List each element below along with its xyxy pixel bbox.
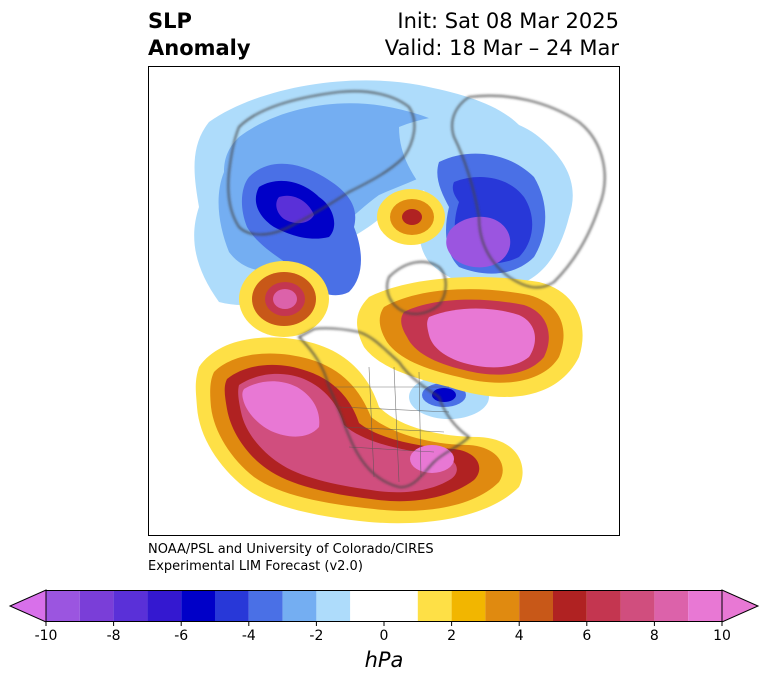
colorbar-tick-label: 2 — [447, 628, 457, 644]
negative-region-northeast-4 — [446, 216, 511, 268]
asia-coast — [227, 90, 416, 236]
map-panel — [148, 66, 620, 536]
colorbar-bin — [620, 590, 655, 622]
coastlines — [227, 90, 606, 488]
grid-lines-us — [334, 366, 450, 483]
colorbar-tick-label: 8 — [649, 628, 659, 644]
colorbar-bin — [519, 590, 553, 622]
colorbar-bin — [215, 590, 249, 622]
anomaly-map — [194, 80, 606, 524]
colorbar — [8, 589, 760, 626]
colorbar-tick-label: 6 — [582, 628, 592, 644]
state-borders — [334, 366, 450, 483]
colorbar-bin — [654, 590, 689, 622]
colorbar-tick-label: -2 — [309, 628, 324, 644]
colorbar-tick-label: -4 — [241, 628, 256, 644]
colorbar-bin — [350, 590, 418, 622]
positive-region-kara-3 — [402, 209, 422, 225]
north-america-coast — [297, 327, 471, 488]
colorbar-tick-label: -6 — [174, 628, 189, 644]
eurasia-coast — [451, 94, 606, 289]
positive-region-se-us — [410, 445, 454, 473]
valid-period: Init: Sat 08 Mar 2025 Valid: 18 Mar – 24… — [385, 8, 619, 62]
positive-region-atlantic-4 — [427, 308, 535, 368]
colorbar-bin — [451, 590, 486, 622]
colorbar-bin — [46, 590, 80, 622]
colorbar-tick-label: -8 — [106, 628, 121, 644]
colorbar-tick-label: -10 — [34, 628, 58, 644]
colorbar-bin — [688, 590, 722, 622]
colorbar-tick-label: 0 — [379, 628, 389, 644]
anomaly-fill — [194, 80, 583, 524]
colorbar-bin — [181, 590, 215, 622]
positive-region-pacific-5 — [242, 381, 320, 437]
chart-title: SLP Anomaly — [148, 9, 251, 60]
greenland-coast — [386, 261, 447, 315]
colorbar-bin — [282, 590, 317, 622]
credit-text: NOAA/PSL and University of Colorado/CIRE… — [148, 541, 434, 575]
colorbar-bin — [248, 590, 283, 622]
negative-region-siberia-5 — [276, 195, 314, 224]
valid-range: Valid: 18 Mar – 24 Mar — [384, 36, 619, 60]
positive-region-alaska-4 — [273, 289, 297, 309]
colorbar-bin — [553, 590, 587, 622]
colorbar-tick-label: 10 — [713, 628, 731, 644]
colorbar-extend-max — [721, 589, 760, 623]
credit-line-2: Experimental LIM Forecast (v2.0) — [148, 559, 363, 574]
colorbar-bin — [147, 590, 182, 622]
colorbar-bin — [417, 590, 452, 622]
colorbar-bin — [113, 590, 148, 622]
credit-line-1: NOAA/PSL and University of Colorado/CIRE… — [148, 542, 434, 557]
colorbar-unit: hPa — [364, 648, 404, 672]
init-date: Init: Sat 08 Mar 2025 — [397, 9, 619, 33]
colorbar-bin — [316, 590, 351, 622]
colorbar-tick-label: 4 — [514, 628, 524, 644]
colorbar-extend-min — [8, 589, 47, 623]
colorbar-bin — [79, 590, 114, 622]
colorbar-bin — [485, 590, 520, 622]
colorbar-frame — [45, 590, 723, 622]
negative-region-atlantic-3 — [432, 388, 456, 402]
colorbar-bin — [586, 590, 621, 622]
